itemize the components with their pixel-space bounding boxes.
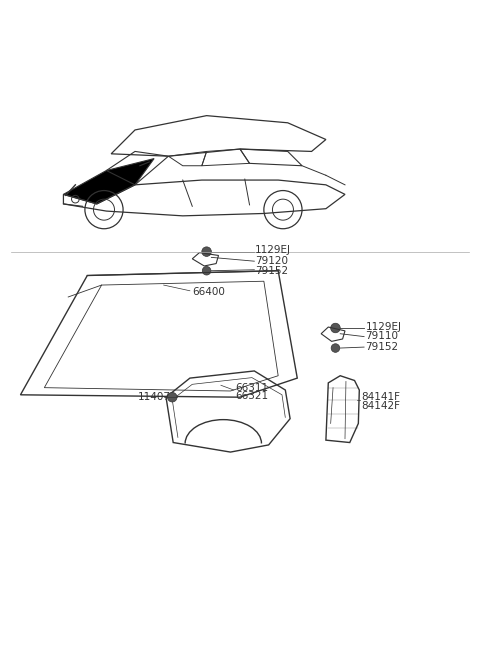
Text: 79152: 79152 [365,342,398,352]
Text: 84142F: 84142F [362,401,401,411]
Text: 1129EJ: 1129EJ [255,245,291,255]
Text: 79110: 79110 [365,331,398,341]
Text: 66321: 66321 [235,391,268,401]
Circle shape [331,344,340,352]
Text: 79120: 79120 [255,256,288,266]
Polygon shape [63,159,154,204]
Text: 66311: 66311 [235,382,268,393]
Text: 11407: 11407 [137,392,170,402]
Text: 66400: 66400 [192,287,225,297]
Circle shape [168,392,177,402]
Circle shape [202,266,211,275]
Circle shape [331,323,340,333]
Text: 79152: 79152 [255,266,288,276]
Circle shape [202,247,211,256]
Text: 84141F: 84141F [362,392,401,402]
Text: 1129EJ: 1129EJ [365,322,401,332]
